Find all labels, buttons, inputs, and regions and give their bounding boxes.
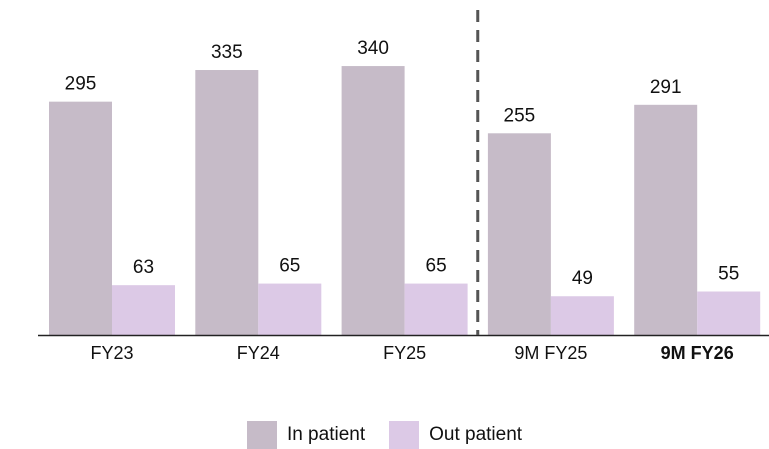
- bar-out-patient-0: [112, 285, 175, 335]
- bar-out-patient-1: [258, 283, 322, 335]
- bar-out-patient-4: [697, 291, 761, 335]
- data-label-out-patient-4: 55: [718, 263, 739, 284]
- x-tick-label-4: 9M FY26: [661, 343, 734, 363]
- x-tick-label-2: FY25: [383, 343, 426, 363]
- data-label-out-patient-3: 49: [572, 268, 593, 289]
- bar-in-patient-0: [49, 101, 112, 335]
- legend-swatch-in-patient: [246, 421, 277, 449]
- legend-swatch-out-patient: [389, 421, 420, 449]
- bar-chart: 295 63 FY23 335 65 FY24 340 65 FY25 255 49 9M FY25 2…: [38, 10, 769, 363]
- data-label-in-patient-2: 340: [357, 38, 389, 59]
- data-label-out-patient-1: 65: [279, 256, 300, 277]
- data-label-in-patient-3: 255: [504, 105, 536, 126]
- bar-out-patient-3: [550, 296, 614, 335]
- x-tick-label-1: FY24: [237, 343, 280, 363]
- legend-label-out-patient: Out patient: [429, 424, 523, 445]
- data-label-in-patient-4: 291: [650, 77, 682, 98]
- legend-item-out-patient: Out patient: [389, 421, 522, 449]
- bar-in-patient-1: [195, 70, 259, 335]
- legend-label-in-patient: In patient: [286, 424, 366, 445]
- x-tick-label-3: 9M FY25: [514, 343, 587, 363]
- bar-in-patient-2: [341, 66, 405, 335]
- bar-in-patient-3: [487, 133, 551, 335]
- legend-item-in-patient: In patient: [246, 421, 366, 449]
- legend: In patient Out patient: [0, 421, 769, 449]
- data-label-in-patient-1: 335: [211, 42, 243, 63]
- bar-in-patient-4: [634, 104, 698, 335]
- bar-out-patient-2: [404, 283, 468, 335]
- data-label-in-patient-0: 295: [65, 74, 97, 95]
- data-label-out-patient-0: 63: [133, 257, 154, 278]
- data-label-out-patient-2: 65: [426, 256, 447, 277]
- x-tick-label-0: FY23: [90, 343, 133, 363]
